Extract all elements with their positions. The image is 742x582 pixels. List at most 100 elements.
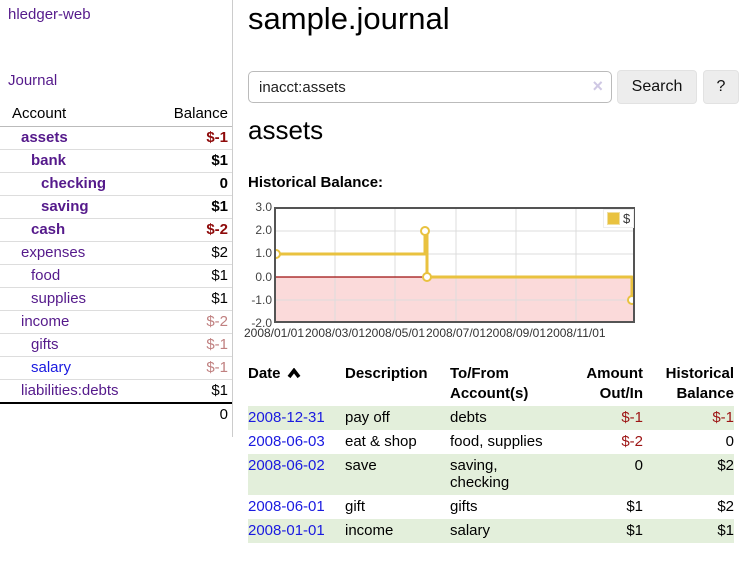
chart-border xyxy=(274,207,635,323)
register-header-accounts: To/From Account(s) xyxy=(450,365,529,402)
account-balance: $1 xyxy=(155,379,233,404)
account-link-gifts[interactable]: gifts xyxy=(31,336,59,353)
transaction-amount: $1 xyxy=(626,522,643,539)
transaction-accounts: food, supplies xyxy=(450,433,543,450)
transaction-accounts: saving, checking xyxy=(450,457,510,491)
account-balance: $-2 xyxy=(155,218,233,242)
transaction-row[interactable]: 2008-01-01 income salary $1 $1 xyxy=(248,519,734,543)
legend-swatch-icon xyxy=(607,212,620,225)
search-button[interactable]: Search xyxy=(617,70,697,104)
account-link-income[interactable]: income xyxy=(21,313,70,330)
x-axis-tick: 2008/11/01 xyxy=(546,326,606,340)
account-link-bank[interactable]: bank xyxy=(31,152,67,169)
account-balance: $1 xyxy=(155,149,233,173)
sidebar-divider xyxy=(232,0,233,437)
account-row: salary $-1 xyxy=(0,356,233,380)
transaction-balance: $2 xyxy=(717,457,734,474)
sidebar: hledger-web Journal Account Balance asse… xyxy=(0,0,233,582)
account-row: gifts $-1 xyxy=(0,333,233,357)
caret-up-icon xyxy=(287,367,300,379)
account-link-cash[interactable]: cash xyxy=(31,221,66,238)
chart-plot-area xyxy=(274,207,635,323)
transaction-amount: $1 xyxy=(626,498,643,515)
transaction-amount: $-1 xyxy=(621,409,643,426)
account-balance: 0 xyxy=(155,172,233,196)
search-form: × xyxy=(248,71,612,103)
account-row: liabilities:debts $1 xyxy=(0,379,233,404)
transaction-row[interactable]: 2008-06-01 gift gifts $1 $2 xyxy=(248,495,734,519)
transaction-balance: $2 xyxy=(717,498,734,515)
transaction-description: eat & shop xyxy=(345,433,417,450)
account-row: expenses $2 xyxy=(0,241,233,265)
transaction-row[interactable]: 2008-12-31 pay off debts $-1 $-1 xyxy=(248,406,734,430)
accounts-total-value: 0 xyxy=(155,402,233,426)
app-title-link[interactable]: hledger-web xyxy=(8,6,91,23)
transaction-date-link[interactable]: 2008-06-03 xyxy=(248,433,325,450)
accounts-total-row: 0 xyxy=(0,402,233,426)
account-row: cash $-2 xyxy=(0,218,233,242)
y-axis-tick: 1.0 xyxy=(255,246,272,260)
x-axis-tick: 2008/09/01 xyxy=(485,326,547,340)
transaction-description: gift xyxy=(345,498,366,515)
account-row: bank $1 xyxy=(0,149,233,173)
account-link-assets[interactable]: assets xyxy=(21,129,68,146)
account-balance: $1 xyxy=(155,195,233,219)
accounts-header-account: Account xyxy=(0,102,156,127)
y-axis-tick: 2.0 xyxy=(255,223,272,237)
account-row: food $1 xyxy=(0,264,233,288)
account-link-saving[interactable]: saving xyxy=(41,198,89,215)
search-input[interactable] xyxy=(248,71,612,103)
register-header-balance: Historical Balance xyxy=(665,365,734,402)
account-row: income $-2 xyxy=(0,310,233,334)
account-link-salary[interactable]: salary xyxy=(31,359,72,376)
chart-legend: $ xyxy=(603,209,635,228)
chart-title: Historical Balance: xyxy=(248,174,384,191)
legend-label: $ xyxy=(623,211,631,226)
transaction-row[interactable]: 2008-06-02 save saving, checking 0 $2 xyxy=(248,454,734,495)
register-header-date[interactable]: Date xyxy=(248,360,345,406)
register-header-amount: Amount Out/In xyxy=(586,365,643,402)
transaction-date-link[interactable]: 2008-06-02 xyxy=(248,457,325,474)
accounts-table: Account Balance assets $-1 bank $1 checkin… xyxy=(0,102,233,426)
transaction-date-link[interactable]: 2008-06-01 xyxy=(248,498,325,515)
transaction-amount: $-2 xyxy=(621,433,643,450)
x-axis-tick: 2008/07/01 xyxy=(425,326,487,340)
account-balance: $-1 xyxy=(155,126,233,150)
account-link-food[interactable]: food xyxy=(31,267,61,284)
help-button[interactable]: ? xyxy=(703,70,739,104)
transaction-date-link[interactable]: 2008-01-01 xyxy=(248,522,325,539)
account-row: assets $-1 xyxy=(0,126,233,150)
clear-search-icon[interactable]: × xyxy=(592,76,603,96)
account-link-expenses[interactable]: expenses xyxy=(21,244,86,261)
account-row: supplies $1 xyxy=(0,287,233,311)
transaction-balance: $-1 xyxy=(712,409,734,426)
account-row: checking 0 xyxy=(0,172,233,196)
y-axis-tick: -1.0 xyxy=(251,293,272,307)
transaction-description: save xyxy=(345,457,377,474)
transaction-accounts: gifts xyxy=(450,498,478,515)
transaction-accounts: salary xyxy=(450,522,491,539)
transaction-amount: 0 xyxy=(634,457,643,474)
y-axis-tick: -2.0 xyxy=(251,316,272,330)
account-link-supplies[interactable]: supplies xyxy=(31,290,87,307)
transaction-date-link[interactable]: 2008-12-31 xyxy=(248,409,325,426)
account-balance: $1 xyxy=(155,287,233,311)
accounts-header-balance: Balance xyxy=(155,102,233,127)
transaction-description: pay off xyxy=(345,409,390,426)
account-balance: $-1 xyxy=(155,333,233,357)
account-link-liabilities-debts[interactable]: liabilities:debts xyxy=(21,382,119,399)
y-axis-tick: 0.0 xyxy=(255,270,272,284)
account-link-checking[interactable]: checking xyxy=(41,175,107,192)
transaction-accounts: debts xyxy=(450,409,487,426)
sidebar-item-journal[interactable]: Journal xyxy=(8,72,58,89)
transaction-balance: $1 xyxy=(717,522,734,539)
historical-balance-chart: 3.0 2.0 1.0 0.0 -1.0 -2.0 $ 2008/01/01 xyxy=(244,200,742,348)
account-heading: assets xyxy=(248,115,324,145)
register-header-row: Date Description To/From Account(s) Amou… xyxy=(248,360,734,406)
negative-region-fill xyxy=(276,277,633,321)
x-axis-tick: 2008/03/01 xyxy=(304,326,366,340)
transaction-row[interactable]: 2008-06-03 eat & shop food, supplies $-2… xyxy=(248,430,734,454)
account-row: saving $1 xyxy=(0,195,233,219)
transaction-description: income xyxy=(345,522,394,539)
x-axis-tick: 2008/01/01 xyxy=(243,326,305,340)
